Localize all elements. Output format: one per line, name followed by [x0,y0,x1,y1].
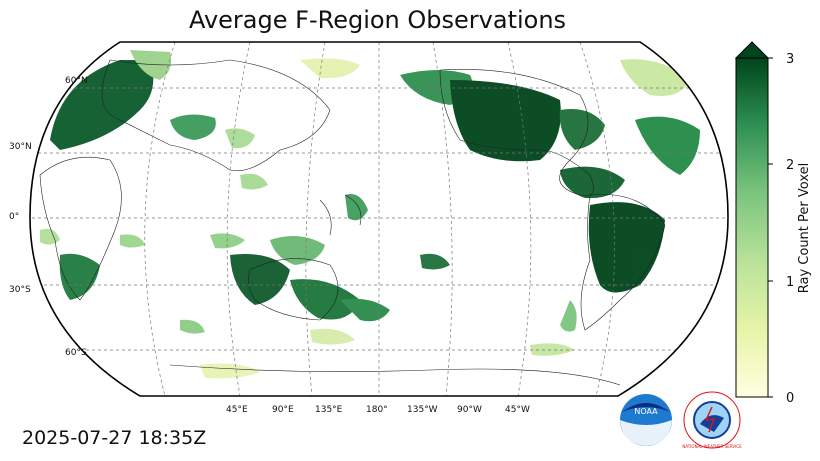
lat-label-60s: 60°S [65,348,87,358]
lon-label-45e: 45°E [226,405,248,415]
nws-logo-text: NATIONAL WEATHER SERVICE [682,444,742,449]
colorbar-label: Ray Count Per Voxel [797,163,812,293]
globe-outline [29,41,729,397]
nws-logo: NATIONAL WEATHER SERVICE [682,391,742,449]
lat-label-30n: 30°N [9,142,32,152]
lat-label-60n: 60°N [65,76,88,86]
lon-label-90w: 90°W [457,405,482,415]
noaa-logo-text: NOAA [634,407,658,416]
colorbar: 3 2 1 0 Ray Count Per Voxel [734,41,812,406]
lon-label-45w: 45°W [505,405,530,415]
colorbar-extend-arrow [734,41,770,59]
lon-label-180: 180° [366,405,388,415]
colorbar-bar [735,57,769,398]
timestamp: 2025-07-27 18:35Z [22,427,207,449]
lon-label-90e: 90°E [272,405,294,415]
map-data-layer [30,42,728,396]
noaa-logo: NOAA [620,394,672,446]
colorbar-tick-3: 3 [786,52,794,67]
lon-label-135w: 135°W [407,405,438,415]
colorbar-tick-2: 2 [786,158,794,173]
lon-label-135e: 135°E [315,405,343,415]
lat-label-eq: 0° [9,212,19,222]
graticule [30,42,728,396]
colorbar-tick-0: 0 [786,391,794,406]
lat-label-30s: 30°S [9,285,31,295]
colorbar-tick-1: 1 [786,275,794,290]
map-title: Average F-Region Observations [188,6,567,34]
